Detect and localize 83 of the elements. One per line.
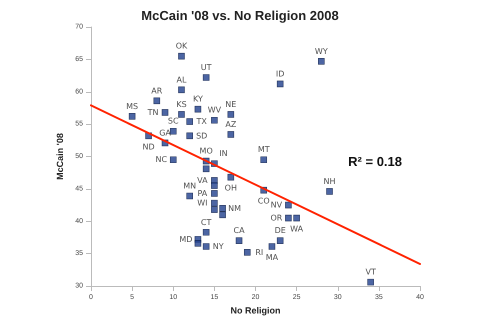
point: [170, 156, 177, 164]
annotation: NV: [270, 200, 283, 210]
annotation: GA: [159, 128, 172, 138]
point: [211, 182, 218, 189]
point: [318, 58, 325, 65]
annotation: NC: [155, 155, 168, 164]
annotation: MT: [258, 145, 270, 154]
annotation: MS: [126, 102, 138, 111]
annotation: OH: [224, 184, 237, 193]
annotation: WY: [314, 46, 328, 56]
annotation: WI: [197, 198, 208, 208]
point: [202, 74, 210, 81]
annotation: MA: [266, 253, 279, 262]
point: [219, 205, 226, 212]
annotation: AR: [151, 86, 163, 96]
point: [194, 240, 202, 247]
point: [293, 214, 300, 222]
annotation: AL: [176, 75, 187, 84]
annotation: KS: [176, 100, 187, 109]
annotation: ID: [276, 69, 284, 78]
point: [276, 80, 284, 88]
annotation: MD: [179, 234, 192, 244]
annotation: ND: [142, 142, 155, 152]
annotation: SC: [168, 116, 179, 126]
y-axis-title: McCain '08: [54, 133, 65, 180]
annotation: SD: [196, 131, 208, 140]
point: [228, 111, 234, 118]
point: [202, 243, 210, 250]
point: [154, 98, 160, 104]
point: [186, 192, 193, 200]
point: [178, 52, 185, 60]
point: [211, 116, 218, 124]
annotation: OK: [176, 42, 188, 51]
point: [128, 113, 136, 120]
annotation: DE: [274, 226, 286, 236]
annotation: NH: [324, 176, 336, 186]
chart-title: McCain '08 vs. No Religion 2008: [141, 8, 339, 23]
annotation: WV: [208, 106, 222, 115]
annotation: CT: [200, 218, 212, 227]
annotation: CO: [258, 196, 270, 206]
point: [202, 166, 210, 172]
point: [162, 109, 168, 116]
point: [194, 106, 202, 113]
point: [202, 228, 210, 236]
point: [211, 206, 218, 213]
point: [268, 243, 276, 250]
annotation: OR: [270, 214, 283, 223]
annotation: NM: [228, 204, 242, 213]
point: [276, 237, 284, 244]
annotation: UT: [200, 63, 212, 72]
annotation: CA: [234, 226, 246, 236]
annotation: NE: [225, 100, 236, 109]
point: [260, 156, 268, 164]
point: [228, 131, 234, 138]
annotation: WA: [290, 224, 304, 234]
annotation: TN: [146, 108, 158, 117]
annotation: MN: [183, 181, 196, 190]
point: [244, 249, 251, 256]
annotation: IN: [219, 149, 228, 158]
annotation: VA: [197, 176, 208, 185]
point: [285, 202, 292, 208]
annotation: RI: [255, 248, 264, 257]
point: [219, 211, 226, 218]
point: [186, 132, 193, 140]
point: [186, 118, 193, 125]
x-axis-title: No Religion: [230, 306, 280, 316]
point: [211, 190, 218, 197]
point: [367, 278, 374, 286]
annotation: KY: [192, 94, 203, 104]
annotation: NY: [212, 242, 224, 252]
annotation: PA: [197, 188, 208, 198]
annotation: R² = 0.18: [348, 154, 402, 169]
point: [211, 200, 218, 206]
point: [236, 237, 242, 244]
annotation: VT: [365, 268, 376, 277]
point: [326, 188, 333, 195]
point: [228, 174, 234, 181]
annotation: AZ: [225, 120, 237, 129]
point: [178, 111, 185, 118]
annotation: TX: [196, 117, 208, 126]
point: [178, 86, 185, 94]
annotation: MO: [200, 146, 213, 156]
point: [285, 214, 292, 222]
